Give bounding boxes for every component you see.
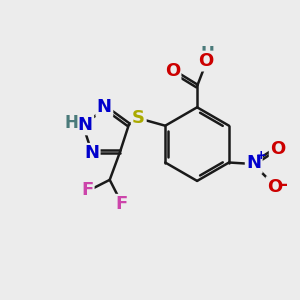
- Text: H: H: [65, 113, 79, 131]
- Text: N: N: [97, 98, 112, 116]
- Text: O: O: [270, 140, 286, 158]
- Text: N: N: [246, 154, 261, 172]
- Text: F: F: [116, 195, 128, 213]
- Text: F: F: [81, 181, 93, 199]
- Text: O: O: [198, 52, 214, 70]
- Text: O: O: [267, 178, 282, 196]
- Text: H: H: [200, 45, 214, 63]
- Text: N: N: [84, 144, 99, 162]
- Text: N: N: [78, 116, 93, 134]
- Text: S: S: [132, 109, 145, 127]
- Text: -: -: [280, 176, 287, 194]
- Text: O: O: [165, 62, 180, 80]
- Text: +: +: [256, 149, 267, 162]
